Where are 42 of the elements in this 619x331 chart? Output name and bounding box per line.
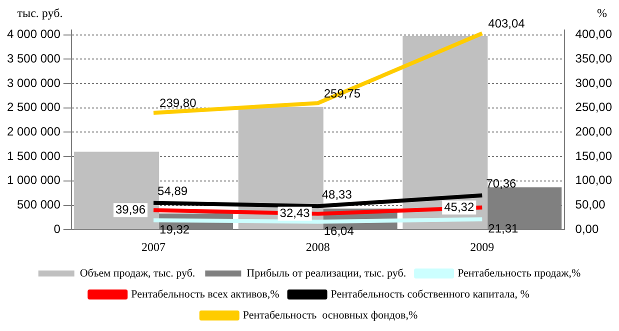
y-tick-label: 4 000 000 bbox=[6, 27, 61, 42]
y-tick-label: 1 000 000 bbox=[6, 173, 61, 188]
y-tick-label: 2 500 000 bbox=[6, 100, 61, 114]
data-label: 403,04 bbox=[488, 16, 526, 31]
legend-label: Рентабельность продаж,% bbox=[458, 267, 581, 280]
legend-label: Рентабельность основных фондов,% bbox=[242, 309, 418, 322]
data-label: 54,89 bbox=[158, 184, 188, 198]
bar bbox=[402, 36, 488, 230]
data-label: 48,33 bbox=[322, 187, 352, 202]
data-label: 70,36 bbox=[486, 176, 516, 191]
y2-tick-label: 300,00 bbox=[575, 76, 612, 90]
y-axis-title: тыс. руб. bbox=[17, 6, 63, 20]
y2-tick-label: 250,00 bbox=[575, 100, 612, 114]
y2-tick-label: 350,00 bbox=[575, 52, 612, 66]
data-label: 39,96 bbox=[116, 202, 146, 216]
bar bbox=[238, 106, 324, 230]
y-tick-label: 0 bbox=[54, 222, 61, 236]
data-label: 45,32 bbox=[444, 200, 474, 214]
legend-label: Рентабельность собственного капитала, % bbox=[330, 288, 530, 300]
y2-tick-label: 150,00 bbox=[575, 148, 612, 163]
legend-label: Рентабельность всех активов,% bbox=[131, 288, 280, 300]
x-tick-label: 2007 bbox=[142, 240, 166, 254]
y-tick-label: 3 500 000 bbox=[6, 52, 61, 66]
data-label: 19,32 bbox=[160, 222, 190, 237]
x-tick-label: 2009 bbox=[470, 240, 494, 254]
y-tick-label: 1 500 000 bbox=[6, 148, 61, 163]
y2-tick-label: 100,00 bbox=[575, 173, 612, 188]
y2-axis-title: % bbox=[597, 6, 607, 20]
legend-label: Прибыль от реализации, тыс. руб. bbox=[246, 267, 406, 280]
data-label: 239,80 bbox=[160, 96, 197, 110]
y2-tick-label: 0,00 bbox=[575, 222, 599, 236]
y-tick-label: 500 000 bbox=[16, 198, 61, 212]
y-tick-label: 3 000 000 bbox=[6, 76, 61, 90]
x-tick-label: 2008 bbox=[306, 240, 330, 254]
legend-label: Объем продаж, тыс. руб. bbox=[80, 267, 196, 280]
y2-tick-label: 400,00 bbox=[575, 27, 612, 42]
y2-tick-label: 200,00 bbox=[575, 124, 612, 139]
data-label: 32,43 bbox=[280, 206, 310, 220]
data-label: 16,04 bbox=[324, 224, 354, 238]
bar bbox=[74, 152, 160, 230]
y2-tick-label: 50,00 bbox=[575, 198, 606, 212]
y-tick-label: 2 000 000 bbox=[6, 124, 61, 139]
